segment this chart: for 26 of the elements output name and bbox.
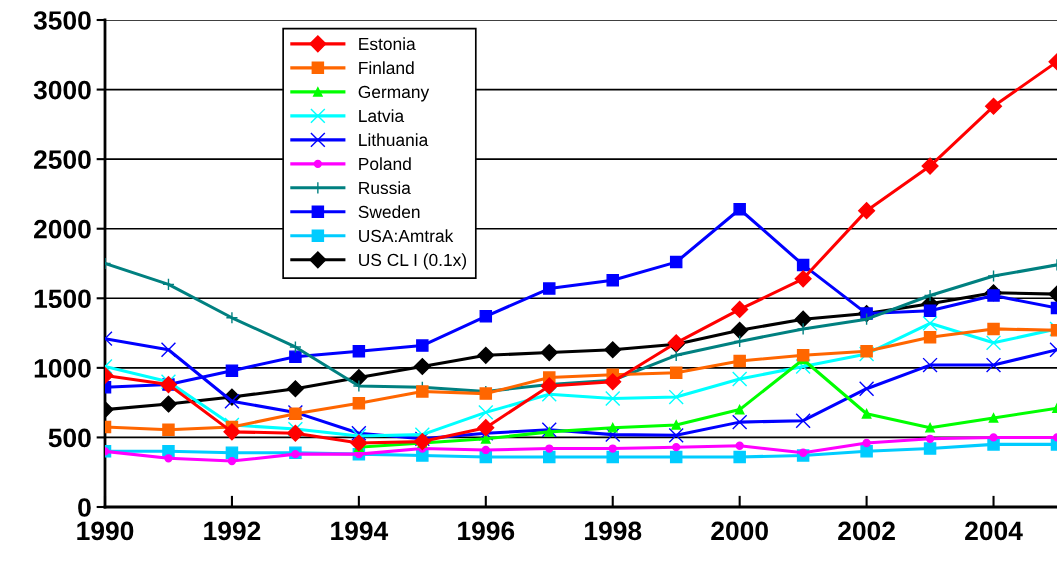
- legend-label: Russia: [359, 181, 411, 195]
- legend-label: Latvia: [359, 109, 405, 123]
- y-tick-label: 3500: [33, 11, 91, 30]
- x-tick-label: 1992: [204, 521, 261, 541]
- y-tick-label: 2500: [34, 150, 91, 169]
- y-tick-label: 2000: [34, 219, 91, 239]
- legend-label: Poland: [359, 157, 411, 171]
- y-tick-label: 0: [78, 498, 91, 517]
- y-tick-label: 1000: [34, 358, 91, 378]
- legend-label: US CL I (0.1x): [359, 253, 467, 270]
- x-tick-label: 2000: [711, 521, 768, 541]
- x-tick-label: 2002: [838, 521, 895, 541]
- x-tick-label: 1994: [331, 521, 389, 541]
- x-tick-label: 1998: [585, 521, 642, 541]
- x-tick-label: 1996: [458, 521, 515, 541]
- x-tick-label: 1990: [77, 521, 134, 541]
- legend-label: Germany: [358, 85, 430, 102]
- legend-label: Estonia: [359, 37, 416, 51]
- legend-label: Finland: [359, 61, 414, 75]
- y-tick-label: 500: [48, 428, 91, 448]
- y-tick-label: 1500: [34, 289, 91, 309]
- legend-label: Sweden: [358, 205, 420, 219]
- y-tick-label: 3000: [33, 80, 91, 100]
- legend-label: Lithuania: [359, 133, 429, 147]
- x-tick-label: 2004: [965, 521, 1023, 541]
- legend-label: USA:Amtrak: [359, 229, 454, 243]
